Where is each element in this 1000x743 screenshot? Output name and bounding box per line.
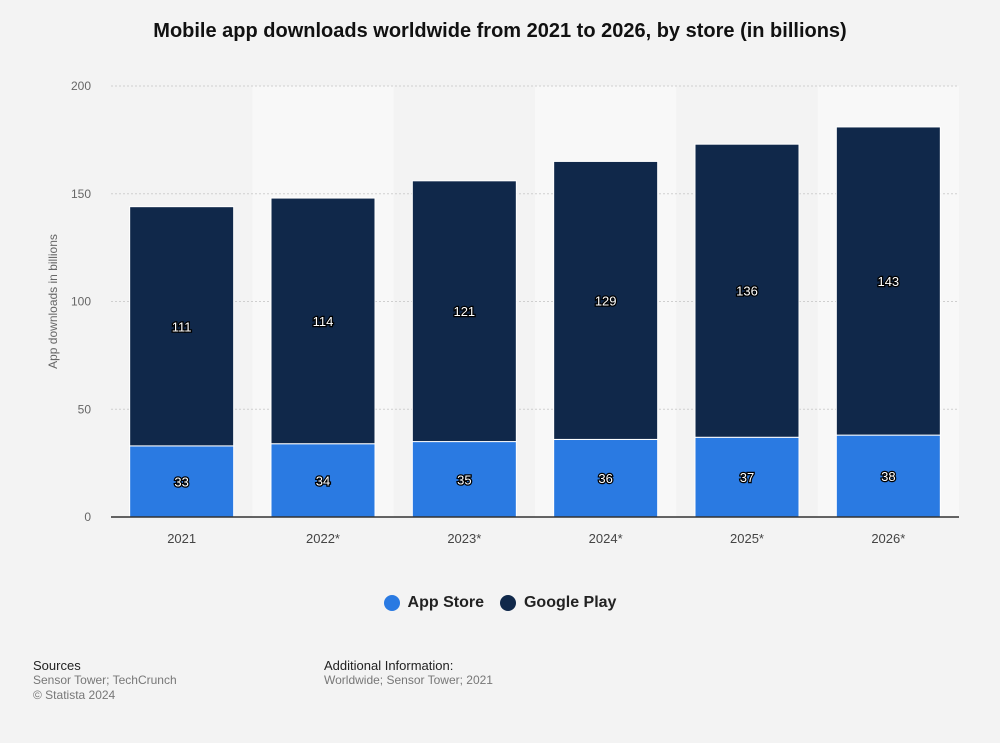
chart-legend: App Store Google Play: [0, 594, 1000, 612]
sources-block: Sources Sensor Tower; TechCrunch © Stati…: [33, 658, 177, 703]
data-label: 33: [174, 474, 188, 489]
y-tick-label: 200: [71, 79, 91, 93]
bar-google-play: [411, 180, 517, 443]
additional-info-text: Worldwide; Sensor Tower; 2021: [324, 673, 493, 687]
sources-text[interactable]: Sensor Tower; TechCrunch: [33, 673, 177, 687]
data-label: 35: [457, 472, 471, 487]
legend-label-app-store: App Store: [407, 594, 484, 611]
y-tick-label: 100: [71, 295, 91, 309]
y-tick-label: 0: [84, 510, 91, 524]
bar-google-play: [835, 126, 941, 436]
x-tick-label: 2025*: [730, 531, 764, 546]
y-axis-label: App downloads in billions: [46, 234, 60, 369]
bar-app-store: [694, 436, 800, 518]
legend-swatch-app-store: [383, 595, 400, 611]
data-label: 129: [595, 293, 617, 308]
additional-info-block: Additional Information: Worldwide; Senso…: [324, 658, 493, 688]
chart-title: Mobile app downloads worldwide from 2021…: [153, 20, 847, 42]
copyright-text: © Statista 2024: [33, 688, 116, 702]
data-label: 136: [736, 284, 758, 299]
x-tick-label: 2023*: [447, 531, 481, 546]
legend-item-app-store[interactable]: App Store: [383, 594, 484, 612]
bar-app-store: [835, 434, 941, 518]
additional-info-heading: Additional Information:: [324, 658, 454, 673]
legend-item-google-play[interactable]: Google Play: [499, 594, 617, 612]
data-label: 37: [740, 470, 754, 485]
y-tick-label: 50: [78, 402, 92, 416]
x-tick-label: 2026*: [871, 531, 905, 546]
legend-swatch-google-play: [499, 595, 516, 611]
bar-app-store: [553, 438, 659, 518]
bar-google-play: [694, 143, 800, 438]
y-tick-label: 150: [71, 187, 91, 201]
data-label: 34: [316, 473, 330, 488]
data-label: 143: [877, 274, 899, 289]
data-label: 36: [598, 471, 612, 486]
legend-label-google-play: Google Play: [523, 594, 617, 611]
x-tick-label: 2024*: [589, 531, 623, 546]
bar-google-play: [553, 160, 659, 440]
data-label: 111: [172, 319, 192, 334]
data-label: 38: [881, 469, 895, 484]
x-tick-label: 2021: [167, 531, 196, 546]
bar-google-play: [129, 206, 235, 447]
x-tick-label: 2022*: [306, 531, 340, 546]
data-label: 114: [313, 314, 334, 329]
bar-app-store: [411, 441, 517, 518]
sources-heading: Sources: [33, 658, 81, 673]
data-label: 121: [453, 304, 475, 319]
bar-google-play: [270, 197, 376, 445]
